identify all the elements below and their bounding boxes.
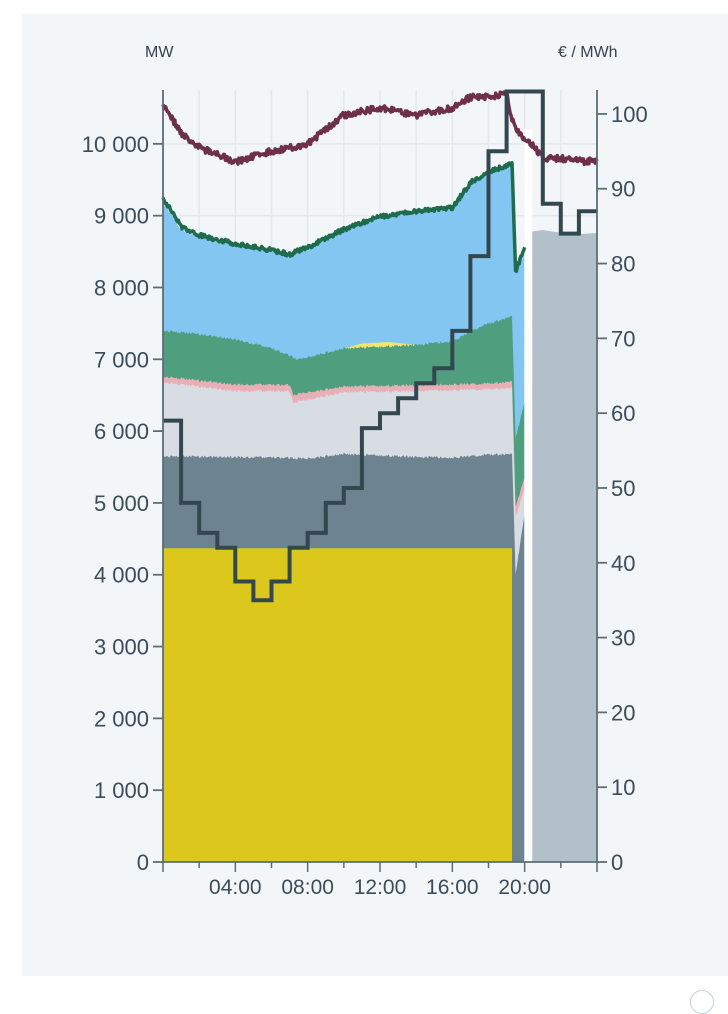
x-tick-label: 20:00 xyxy=(498,876,551,899)
right-tick-label: 20 xyxy=(611,700,635,725)
x-tick-label: 16:00 xyxy=(426,876,479,899)
forecast-gap xyxy=(524,129,533,862)
left-tick-label: 0 xyxy=(137,850,149,875)
left-tick-label: 5 000 xyxy=(94,491,149,516)
left-tick-label: 2 000 xyxy=(94,706,149,731)
right-tick-label: 50 xyxy=(611,476,635,501)
right-tick-label: 90 xyxy=(611,177,635,202)
left-tick-label: 7 000 xyxy=(94,347,149,372)
left-tick-label: 8 000 xyxy=(94,275,149,300)
right-tick-label: 0 xyxy=(611,850,623,875)
area-nuclear xyxy=(163,548,513,862)
right-tick-label: 60 xyxy=(611,401,635,426)
right-tick-label: 10 xyxy=(611,775,635,800)
left-tick-label: 4 000 xyxy=(94,563,149,588)
line-spot-price xyxy=(163,89,597,603)
x-tick-label: 12:00 xyxy=(354,876,407,899)
axes: 0 1 000 2 000 3 000 4 000 5 000 6 000 7 000 8 00… xyxy=(82,90,648,899)
stacked-areas xyxy=(163,129,597,863)
left-tick-label: 6 000 xyxy=(94,419,149,444)
line-consumption xyxy=(161,90,599,167)
line-production xyxy=(161,161,527,273)
right-tick-label: 100 xyxy=(611,102,648,127)
right-tick-label: 40 xyxy=(611,551,635,576)
x-tick-label: 04:00 xyxy=(209,876,262,899)
x-tick-label: 08:00 xyxy=(281,876,334,899)
right-axis-unit: € / MWh xyxy=(558,44,618,61)
left-tick-label: 9 000 xyxy=(94,204,149,229)
area-forecast xyxy=(531,230,597,862)
series-lines xyxy=(161,89,599,603)
left-tick-label: 10 000 xyxy=(82,132,149,157)
left-tick-label: 1 000 xyxy=(94,778,149,803)
right-tick-label: 80 xyxy=(611,252,635,277)
right-tick-label: 30 xyxy=(611,626,635,651)
left-tick-label: 3 000 xyxy=(94,635,149,660)
right-tick-label: 70 xyxy=(611,326,635,351)
left-axis-unit: MW xyxy=(145,44,174,61)
footer-strip xyxy=(22,980,728,1000)
